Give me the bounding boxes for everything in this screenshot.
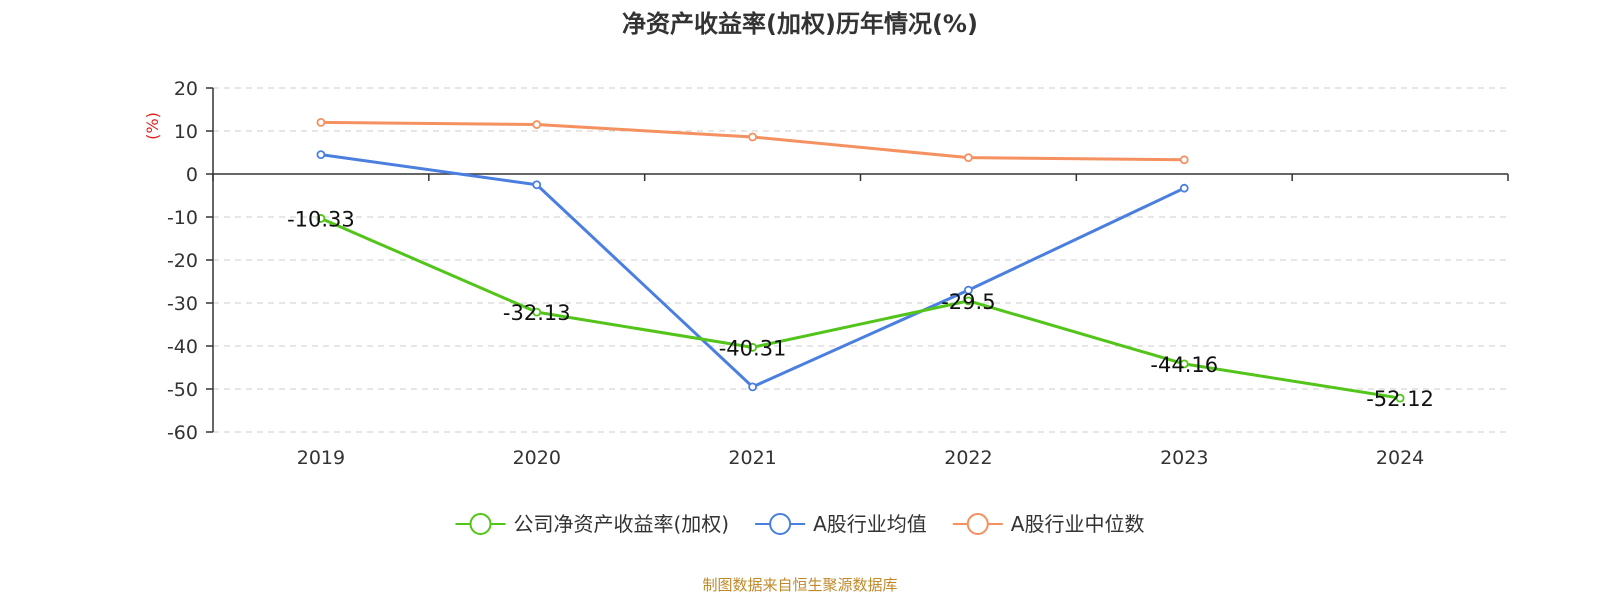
x-tick-label: 2023 [1160, 447, 1208, 469]
grid-lines [213, 87, 1508, 433]
legend: 公司净资产收益率(加权) A股行业均值 A股行业中位数 [455, 512, 1145, 536]
y-tick-label: -10 [167, 207, 198, 229]
legend-circle-icon [769, 513, 792, 535]
axes: 20 10 0 -10 -20 -30 -40 -50 -60 2019 2020 2021 2022 2… [167, 78, 1509, 469]
legend-circle-icon [469, 513, 492, 535]
data-point [964, 285, 973, 295]
data-label: -10.33 [287, 207, 355, 231]
y-tick-label: -30 [167, 293, 198, 315]
y-tick-label: -20 [167, 250, 198, 272]
y-tick-label: 0 [186, 164, 198, 186]
data-label: -52.12 [1366, 387, 1434, 411]
data-point [532, 307, 542, 317]
data-label: -32.13 [503, 301, 571, 325]
y-tick-label: 10 [174, 121, 198, 143]
data-point [748, 342, 757, 352]
legend-item[interactable]: 公司净资产收益率(加权) [455, 512, 730, 536]
legend-item[interactable]: A股行业均值 [755, 512, 927, 536]
legend-label: A股行业中位数 [1011, 512, 1145, 536]
series-line [320, 217, 1401, 400]
data-point [748, 132, 757, 142]
data-point [1395, 393, 1405, 403]
data-labels: -10.33 -32.13 -40.31 -29.5 -44.16 -52.12 [287, 207, 1434, 411]
data-point [964, 296, 973, 306]
data-point [1179, 183, 1189, 193]
y-tick-label: -50 [167, 379, 198, 401]
y-tick-label: -40 [167, 336, 198, 358]
legend-label: A股行业均值 [813, 512, 927, 536]
data-label: -40.31 [719, 336, 787, 360]
x-tick-label: 2021 [728, 447, 776, 469]
data-point [316, 118, 326, 127]
x-tick-label: 2024 [1376, 447, 1424, 469]
data-point [532, 180, 542, 190]
x-tick-label: 2020 [513, 447, 561, 469]
legend-label: 公司净资产收益率(加权) [514, 512, 730, 536]
series-points [316, 118, 1405, 403]
data-point [1179, 155, 1189, 165]
data-point [316, 150, 326, 160]
y-axis-unit: (%) [143, 112, 162, 140]
data-point [748, 382, 757, 392]
data-point [316, 214, 326, 223]
legend-circle-icon [966, 513, 989, 535]
data-point [532, 120, 542, 129]
data-label: -44.16 [1150, 353, 1218, 377]
data-point [964, 153, 973, 163]
y-tick-label: -60 [167, 422, 198, 444]
x-tick-label: 2019 [297, 447, 345, 469]
data-point [1179, 359, 1189, 369]
chart-title: 净资产收益率(加权)历年情况(%) [622, 10, 978, 38]
data-label: -29.5 [941, 290, 995, 314]
source-note: 制图数据来自恒生聚源数据库 [702, 576, 897, 594]
legend-item[interactable]: A股行业中位数 [952, 512, 1145, 536]
x-tick-label: 2022 [944, 447, 992, 469]
y-tick-label: 20 [174, 78, 198, 100]
